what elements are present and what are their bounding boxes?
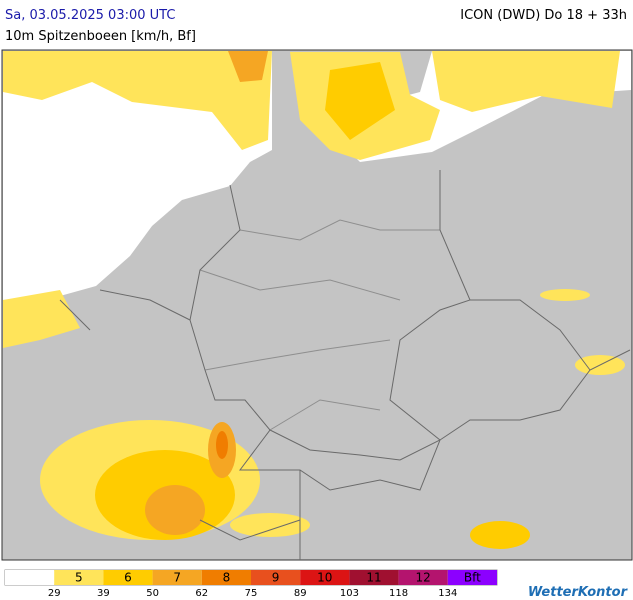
legend-label: 5 [75,571,83,585]
legend-swatch [152,570,202,585]
state-border [199,219,440,431]
legend-threshold: 134 [438,588,457,599]
wind-area [432,51,620,112]
legend-label: 7 [173,571,181,585]
legend-swatch [54,570,104,585]
country-border [189,170,471,491]
wind-area [470,521,530,549]
map [1,49,633,561]
wind-area [3,290,80,348]
wind-area [540,289,590,301]
legend-swatch [5,570,55,585]
legend-swatch [201,570,251,585]
logo: WetterKontor [528,585,629,600]
legend-threshold: 103 [340,588,359,599]
map-title: Sa, 03.05.2025 03:00 UTC [5,8,175,23]
country-border [59,289,631,560]
legend-label: 9 [272,571,280,585]
legend-threshold: 50 [146,588,159,599]
legend-label: 10 [317,571,332,585]
legend-swatch [349,570,399,585]
legend-swatch [103,570,153,585]
legend-swatch [300,570,350,585]
wind-area [228,51,268,82]
legend-threshold: 39 [97,588,110,599]
wind-area [3,51,272,150]
north-sea [3,51,272,300]
legend-label: 12 [416,571,431,585]
legend-label: 11 [366,571,381,585]
wind-area [230,513,310,537]
legend-swatch [251,570,301,585]
map-subtitle: 10m Spitzenboeen [km/h, Bf] [5,29,196,44]
legend-swatch [447,570,497,585]
wind-area [216,431,228,459]
model-run: ICON (DWD) Do 18 + 33h [460,8,627,23]
legend-label: Bft [464,571,481,585]
legend-threshold: 118 [389,588,408,599]
legend-threshold: 89 [294,588,307,599]
legend-threshold: 62 [195,588,208,599]
legend-swatch [398,570,448,585]
wind-area [145,485,205,535]
legend-threshold: 29 [48,588,61,599]
legend-threshold: 75 [245,588,258,599]
legend-label: 8 [223,571,231,585]
legend-label: 6 [124,571,132,585]
wind-area [325,62,395,140]
